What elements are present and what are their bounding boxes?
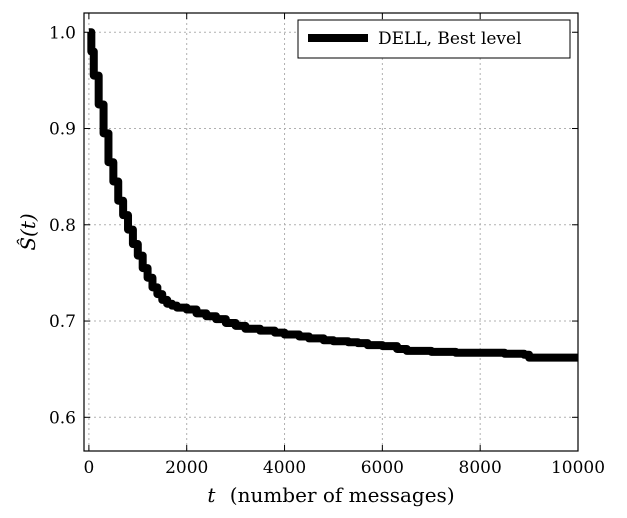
series-line [87,28,578,362]
x-tick-label: 2000 [165,458,208,478]
x-axis-description: (number of messages) [230,483,455,507]
series-layer [87,28,578,362]
y-axis-label: Ŝ(t) [15,213,40,250]
legend-label: DELL, Best level [378,29,522,49]
x-tick-label: 4000 [263,458,306,478]
x-tick-label: 10000 [551,458,605,478]
legend: DELL, Best level [297,19,571,59]
y-tick-label: 1.0 [49,23,76,43]
x-axis-label: t (number of messages) [207,483,454,507]
y-tick-label: 0.7 [49,312,76,332]
y-tick-label: 0.6 [49,408,76,428]
x-axis-variable: t [207,483,216,507]
grid-lines [84,13,579,451]
x-tick-label: 0 [83,458,94,478]
y-tick-label: 0.9 [49,120,76,140]
x-tick-label: 6000 [361,458,404,478]
x-tick-label: 8000 [459,458,502,478]
y-tick-label: 0.8 [49,216,76,236]
ticks-layer: 0 2000 4000 6000 8000 10000 0.6 0.7 0.8 0.9 1.0 [49,13,605,478]
plot-frame [83,12,579,452]
